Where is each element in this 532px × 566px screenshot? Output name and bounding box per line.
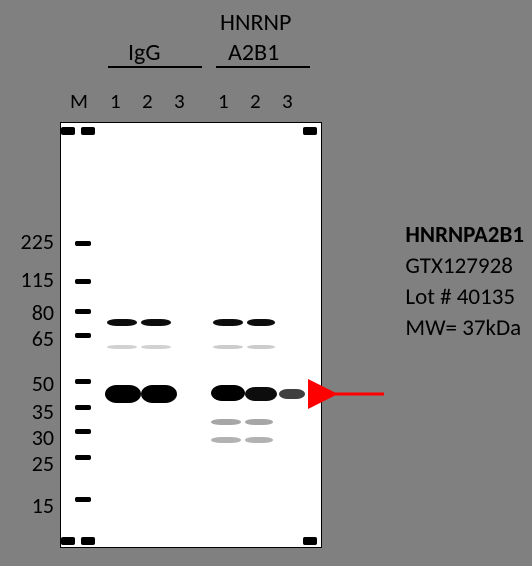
- blot-band: [213, 345, 243, 349]
- marker-tick: [75, 455, 91, 460]
- lane-label-g1-3: 3: [174, 88, 185, 114]
- marker-tick: [75, 405, 91, 410]
- lane-label-g2-3: 3: [282, 88, 293, 114]
- marker-tick: [75, 429, 91, 434]
- edge-tick: [303, 127, 317, 135]
- mw-label: 80: [4, 299, 54, 326]
- mw-label: 65: [4, 325, 54, 352]
- blot-band: [245, 387, 277, 401]
- mw-label: 35: [4, 398, 54, 425]
- mw-label: 25: [4, 450, 54, 477]
- blot-band: [141, 345, 171, 349]
- group2-underline: [216, 66, 310, 68]
- blot-band: [279, 389, 305, 399]
- edge-tick: [303, 537, 317, 545]
- antibody-title: HNRNPA2B1: [405, 220, 524, 251]
- edge-tick: [61, 537, 75, 545]
- blot-band: [245, 437, 273, 443]
- group2-label-line1: HNRNP: [220, 8, 291, 37]
- blot-band: [105, 385, 141, 403]
- blot-band: [245, 419, 273, 425]
- edge-tick: [81, 537, 95, 545]
- western-blot-image: [60, 122, 322, 548]
- group1-underline: [108, 66, 202, 68]
- marker-tick: [75, 309, 91, 314]
- edge-tick: [81, 127, 95, 135]
- blot-band: [211, 419, 241, 425]
- lane-label-marker: M: [70, 88, 88, 114]
- blot-band: [247, 345, 275, 349]
- marker-tick: [75, 241, 91, 246]
- marker-tick: [75, 379, 91, 384]
- lane-label-g2-1: 1: [218, 88, 229, 114]
- lane-label-g2-2: 2: [250, 88, 261, 114]
- marker-tick: [75, 333, 91, 338]
- blot-band: [213, 319, 243, 326]
- group1-label-line2: IgG: [128, 38, 160, 67]
- blot-band: [107, 345, 137, 349]
- mw-label: 30: [4, 424, 54, 451]
- blot-band: [141, 385, 177, 403]
- lane-label-g1-1: 1: [110, 88, 121, 114]
- marker-tick: [75, 279, 91, 284]
- blot-band: [247, 319, 275, 326]
- blot-band: [107, 319, 137, 326]
- blot-band: [141, 319, 171, 326]
- group2-label-line2: A2B1: [228, 38, 279, 67]
- marker-tick: [75, 497, 91, 502]
- mw-label: 225: [4, 228, 54, 255]
- mw-label: 15: [4, 492, 54, 519]
- edge-tick: [61, 127, 75, 135]
- lane-label-g1-2: 2: [142, 88, 153, 114]
- mw-label: 115: [4, 266, 54, 293]
- antibody-info-block: HNRNPA2B1 GTX127928 Lot # 40135 MW= 37kD…: [405, 220, 524, 344]
- mw-label: 50: [4, 370, 54, 397]
- antibody-mw: MW= 37kDa: [405, 313, 524, 344]
- antibody-catalog: GTX127928: [405, 251, 524, 282]
- antibody-lot: Lot # 40135: [405, 282, 524, 313]
- blot-band: [211, 385, 245, 401]
- blot-band: [211, 437, 241, 443]
